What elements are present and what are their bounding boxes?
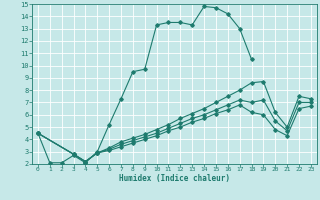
X-axis label: Humidex (Indice chaleur): Humidex (Indice chaleur) (119, 174, 230, 183)
